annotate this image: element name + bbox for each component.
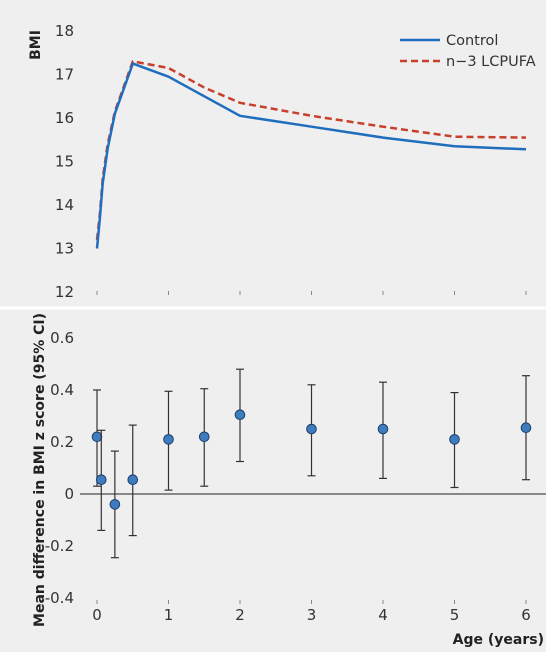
x-tick-label-2: 2 bbox=[235, 606, 245, 624]
y-tick-label-bottom-0: 0 bbox=[64, 485, 74, 503]
y-tick-label-top-12: 12 bbox=[55, 283, 74, 301]
legend-label-control: Control bbox=[446, 33, 498, 49]
legend: Control n−3 LCPUFA bbox=[400, 33, 536, 70]
y-tick-label-bottom-0-4: -0.4 bbox=[45, 589, 74, 607]
bmi-line-chart: BMI 12 13 14 15 16 17 18 Control n−3 LCPUFA bbox=[28, 22, 536, 301]
mean-difference-chart: Mean difference in BMI z score (95% CI) … bbox=[32, 313, 546, 648]
data-point-8 bbox=[377, 423, 389, 435]
y-tick-label-bottom-0-6: 0.6 bbox=[50, 329, 74, 347]
y-tick-label-bottom-0-4: 0.4 bbox=[50, 381, 74, 399]
legend-label-n3-lcpufa: n−3 LCPUFA bbox=[446, 54, 536, 70]
series-line-control bbox=[95, 62, 527, 249]
x-tick-label-6: 6 bbox=[521, 606, 531, 624]
x-axis-label: Age (years) bbox=[453, 632, 544, 648]
data-point-6 bbox=[234, 409, 246, 421]
x-tick-label-3: 3 bbox=[307, 606, 317, 624]
y-tick-label-top-16: 16 bbox=[55, 109, 74, 127]
data-point-2 bbox=[109, 499, 121, 510]
y-tick-label-bottom-0-2: 0.2 bbox=[50, 433, 74, 451]
y-tick-label-top-13: 13 bbox=[55, 240, 74, 258]
x-tick-label-5: 5 bbox=[450, 606, 460, 624]
data-point-3 bbox=[127, 474, 139, 486]
data-point-10 bbox=[520, 422, 532, 434]
y-tick-label-bottom-0-2: -0.2 bbox=[45, 537, 74, 555]
data-point-4 bbox=[163, 434, 174, 445]
data-point-5 bbox=[198, 431, 210, 443]
data-point-7 bbox=[306, 423, 317, 435]
y-tick-label-top-18: 18 bbox=[55, 22, 74, 40]
x-tick-label-1: 1 bbox=[164, 606, 174, 624]
data-point-9 bbox=[449, 434, 460, 445]
data-point-1 bbox=[95, 474, 107, 486]
y-tick-label-top-17: 17 bbox=[55, 66, 74, 84]
y-axis-label-bmi: BMI bbox=[28, 30, 44, 60]
y-tick-label-top-15: 15 bbox=[55, 153, 74, 171]
y-tick-label-top-14: 14 bbox=[55, 196, 74, 214]
data-point-0 bbox=[91, 431, 103, 443]
x-tick-label-4: 4 bbox=[378, 606, 388, 624]
x-tick-label-0: 0 bbox=[92, 606, 102, 624]
y-axis-label-mean-difference: Mean difference in BMI z score (95% CI) bbox=[32, 313, 48, 627]
